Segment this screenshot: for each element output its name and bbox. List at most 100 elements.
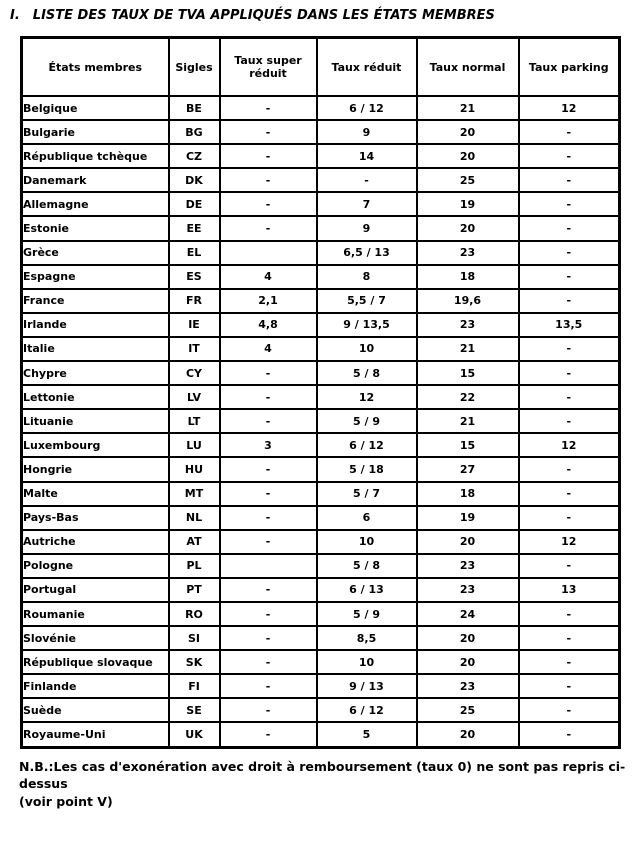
column-header-0: États membres <box>20 36 170 97</box>
value-cell: 19 <box>415 191 520 218</box>
value-cell: - <box>315 167 418 194</box>
value-cell: - <box>218 528 318 555</box>
value-cell: 21 <box>415 94 520 122</box>
value-cell: PL <box>167 552 221 579</box>
value-cell: 4 <box>218 263 318 290</box>
value-cell: 5 / 18 <box>315 456 418 483</box>
value-cell: 20 <box>415 721 520 749</box>
value-cell: - <box>517 263 621 290</box>
value-cell: PT <box>167 576 221 603</box>
table-row: République tchèque CZ -14 20- <box>20 143 621 170</box>
value-cell: - <box>517 625 621 652</box>
value-cell: - <box>218 673 318 700</box>
value-cell: 19 <box>415 504 520 531</box>
table-row: Danemark DK - -25- <box>20 167 621 194</box>
country-cell: Grèce <box>20 239 170 266</box>
page-title: I. LISTE DES TAUX DE TVA APPLIQUÉS DANS L… <box>10 8 640 23</box>
value-cell: 14 <box>315 143 418 170</box>
country-cell: Danemark <box>20 167 170 194</box>
value-cell: - <box>218 721 318 749</box>
value-cell: - <box>517 600 621 628</box>
table-row: Bulgarie BG -9 20- <box>20 119 621 146</box>
value-cell: 21 <box>415 335 520 363</box>
value-cell: 22 <box>415 384 520 411</box>
value-cell: LT <box>167 408 221 435</box>
value-cell: - <box>517 408 621 435</box>
value-cell: EE <box>167 215 221 242</box>
country-cell: Estonie <box>20 215 170 242</box>
value-cell: 23 <box>415 576 520 603</box>
value-cell: - <box>218 167 318 194</box>
value-cell: - <box>517 456 621 483</box>
value-cell: - <box>218 94 318 122</box>
value-cell: 6 / 12 <box>315 94 418 122</box>
value-cell: BE <box>167 94 221 122</box>
country-cell: Malte <box>20 480 170 507</box>
table-row: Royaume-Uni UK -5 20- <box>20 721 621 749</box>
column-header-1: Sigles <box>167 36 221 97</box>
value-cell: 12 <box>315 384 418 411</box>
value-cell: SI <box>167 625 221 652</box>
table-row: Grèce EL 6,5 / 13 23- <box>20 239 621 266</box>
table-row: Chypre CY -5 / 8 15- <box>20 360 621 387</box>
value-cell: 6 / 13 <box>315 576 418 603</box>
value-cell: 5 <box>315 721 418 749</box>
value-cell: - <box>517 239 621 266</box>
vat-rates-table: États membres Sigles Taux super réduit Taux… <box>20 36 621 749</box>
value-cell: 20 <box>415 625 520 652</box>
value-cell: - <box>218 119 318 146</box>
country-cell: République tchèque <box>20 143 170 170</box>
value-cell: - <box>517 649 621 676</box>
value-cell: - <box>218 360 318 387</box>
footnote-line-2: (voir point V) <box>19 794 113 810</box>
table-row: Espagne ES 4 8 18- <box>20 263 621 290</box>
value-cell: - <box>218 625 318 652</box>
column-header-4: Taux normal <box>415 36 520 97</box>
value-cell: 5 / 9 <box>315 408 418 435</box>
value-cell: 24 <box>415 600 520 628</box>
table-row: Hongrie HU -5 / 18 27- <box>20 456 621 483</box>
table-row: Allemagne DE -7 19- <box>20 191 621 218</box>
value-cell: 20 <box>415 215 520 242</box>
value-cell: - <box>218 143 318 170</box>
country-cell: Pologne <box>20 552 170 579</box>
value-cell: 23 <box>415 673 520 700</box>
value-cell: 9 <box>315 215 418 242</box>
value-cell: RO <box>167 600 221 628</box>
value-cell: SK <box>167 649 221 676</box>
value-cell: 18 <box>415 263 520 290</box>
value-cell: 12 <box>517 528 621 555</box>
value-cell: 5 / 8 <box>315 360 418 387</box>
value-cell: LV <box>167 384 221 411</box>
country-cell: Roumanie <box>20 600 170 628</box>
table-row: Autriche AT -10 20 12 <box>20 528 621 555</box>
value-cell: - <box>517 191 621 218</box>
value-cell: 9 / 13,5 <box>315 311 418 338</box>
value-cell: - <box>517 552 621 579</box>
table-row: Suède SE -6 / 12 25- <box>20 697 621 724</box>
value-cell: 5 / 9 <box>315 600 418 628</box>
footnote-line-1: N.B.:Les cas d'exonération avec droit à … <box>19 758 626 792</box>
value-cell: FR <box>167 287 221 314</box>
value-cell: 20 <box>415 528 520 555</box>
table-body: Belgique BE -6 / 12 21 12 Bulgarie BG -9 20- Répu… <box>20 94 621 749</box>
country-cell: Allemagne <box>20 191 170 218</box>
country-cell: Chypre <box>20 360 170 387</box>
value-cell: 20 <box>415 119 520 146</box>
value-cell: 18 <box>415 480 520 507</box>
value-cell: 8,5 <box>315 625 418 652</box>
value-cell: - <box>218 649 318 676</box>
country-cell: France <box>20 287 170 314</box>
country-cell: Autriche <box>20 528 170 555</box>
value-cell: FI <box>167 673 221 700</box>
value-cell: ES <box>167 263 221 290</box>
country-cell: Hongrie <box>20 456 170 483</box>
value-cell: 12 <box>517 94 621 122</box>
table-header: États membres Sigles Taux super réduit Taux… <box>20 36 621 97</box>
value-cell: 19,6 <box>415 287 520 314</box>
country-cell: Irlande <box>20 311 170 338</box>
column-header-2: Taux super réduit <box>218 36 318 97</box>
country-cell: Royaume-Uni <box>20 721 170 749</box>
table-row: Finlande FI -9 / 13 23- <box>20 673 621 700</box>
value-cell: 6 / 12 <box>315 432 418 459</box>
